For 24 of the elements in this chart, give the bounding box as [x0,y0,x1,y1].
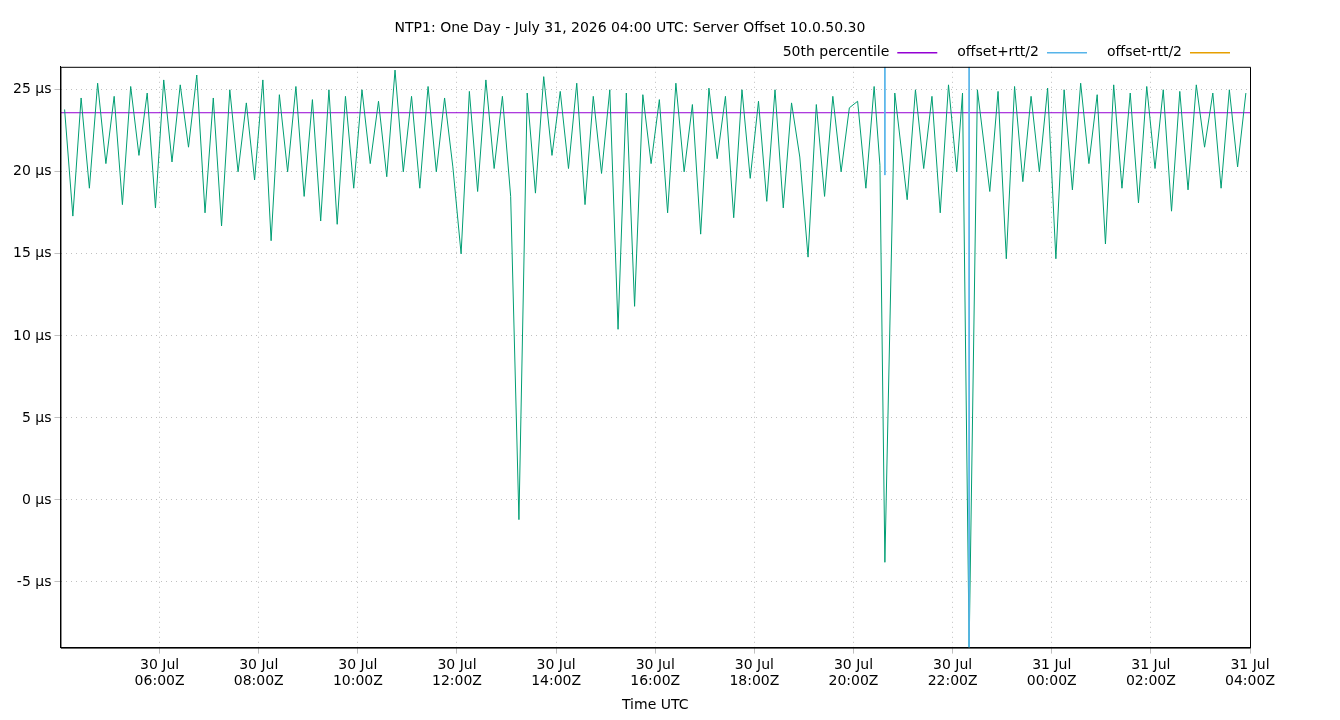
y-tick-label: -5 µs [16,572,52,589]
legend-label: offset-rtt/2 [1106,43,1183,60]
y-tick-label: 15 µs [13,244,52,261]
x-tick-label: 30 Jul 18:00Z [729,655,780,689]
y-tick-label: 25 µs [13,80,52,97]
x-tick-label: 30 Jul 12:00Z [432,655,482,689]
legend-label: 50th percentile [782,43,890,60]
y-tick-label: 5 µs [21,408,52,425]
x-tick-label: 30 Jul 08:00Z [233,655,284,689]
x-tick-label: 30 Jul 10:00Z [332,655,383,689]
y-tick-label: 20 µs [13,162,52,179]
x-tick-label: 30 Jul 20:00Z [828,655,879,689]
x-tick-label: 31 Jul 02:00Z [1125,655,1176,689]
x-tick-label: 31 Jul 00:00Z [1026,655,1077,689]
x-tick-label: 30 Jul 22:00Z [927,655,978,689]
chart-title: NTP1: One Day - July 31, 2026 04:00 UTC: Server Offset 10.0.50.30 [394,19,866,36]
x-tick-label: 30 Jul 14:00Z [531,655,582,689]
x-tick-label: 30 Jul 06:00Z [134,655,185,689]
x-tick-label: 31 Jul 04:00Z [1225,655,1275,689]
x-tick-label: 30 Jul 16:00Z [630,655,681,689]
y-tick-label: 10 µs [13,326,52,343]
x-axis-title: Time UTC [621,696,689,713]
legend-label: offset+rtt/2 [957,43,1039,60]
y-tick-label: 0 µs [21,490,52,507]
